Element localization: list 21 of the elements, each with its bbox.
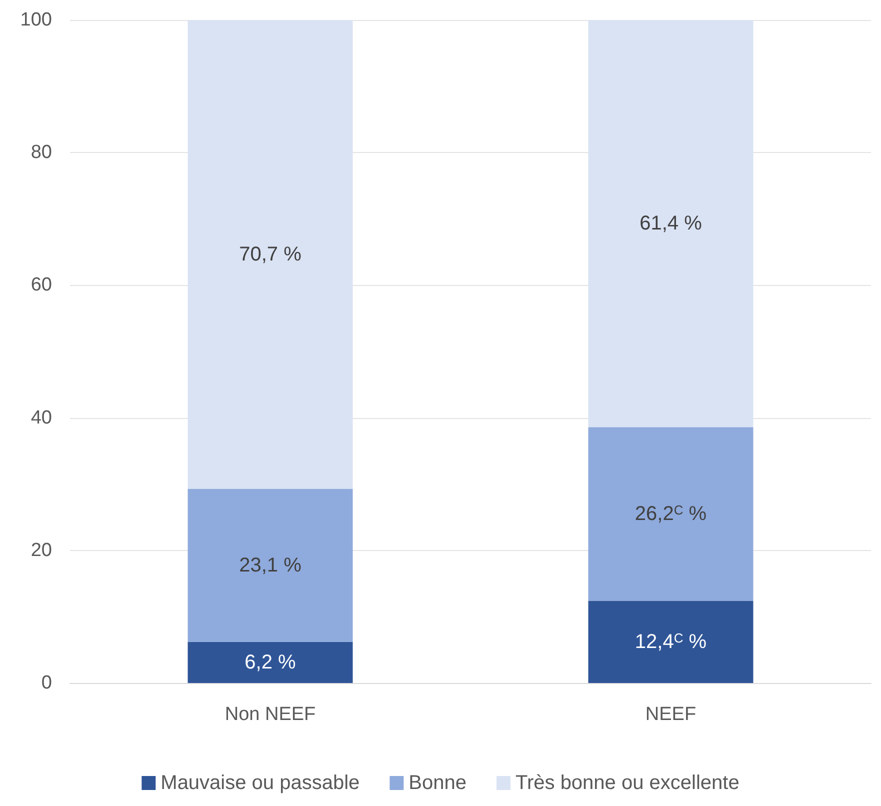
bar — [188, 20, 353, 489]
x-tick-label: Non NEEF — [224, 704, 316, 725]
bar — [588, 20, 754, 428]
legend-label: Bonne — [408, 772, 467, 794]
y-tick-label: 80 — [30, 142, 52, 164]
y-tick-label: 40 — [30, 407, 52, 428]
data-label: 70,7 % — [239, 243, 302, 266]
bar — [588, 600, 754, 683]
bar — [188, 642, 353, 683]
bar — [188, 488, 353, 642]
y-tick-label: 60 — [30, 274, 52, 296]
y-tick-label: 100 — [20, 10, 52, 30]
y-tick-label: 20 — [30, 540, 52, 561]
legend-label: Très bonne ou excellente — [516, 772, 740, 794]
y-tick-label: 0 — [41, 672, 52, 694]
legend-label: Mauvaise ou passable — [160, 772, 360, 794]
x-tick-label: NEEF — [645, 704, 696, 725]
data-label: 23,1 % — [239, 554, 302, 576]
data-label: 61,4 % — [640, 212, 702, 235]
bar — [588, 427, 754, 601]
data-label: 6,2 % — [244, 651, 296, 674]
